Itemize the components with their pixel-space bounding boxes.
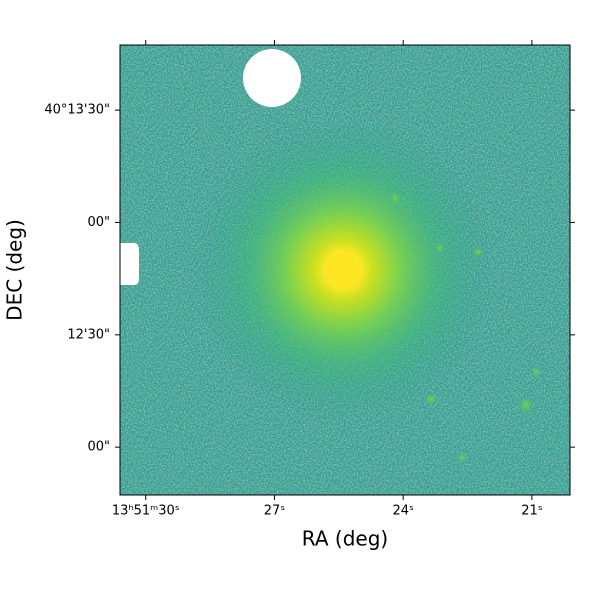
y-tick-label: 00"	[87, 215, 110, 230]
image	[120, 45, 570, 495]
x-tick-label: 27ˢ	[264, 504, 286, 519]
y-tick-label: 40°13'30"	[44, 103, 110, 118]
y-tick-label: 00"	[87, 440, 110, 455]
x-tick-label: 13ʰ51ᵐ30ˢ	[112, 504, 180, 519]
y-axis-label: DEC (deg)	[3, 219, 27, 321]
y-tick-label: 12'30"	[67, 327, 110, 342]
x-axis-label: RA (deg)	[302, 527, 388, 551]
x-tick-label: 21ˢ	[521, 504, 543, 519]
x-tick-label: 24ˢ	[392, 504, 414, 519]
frame	[119, 44, 571, 496]
